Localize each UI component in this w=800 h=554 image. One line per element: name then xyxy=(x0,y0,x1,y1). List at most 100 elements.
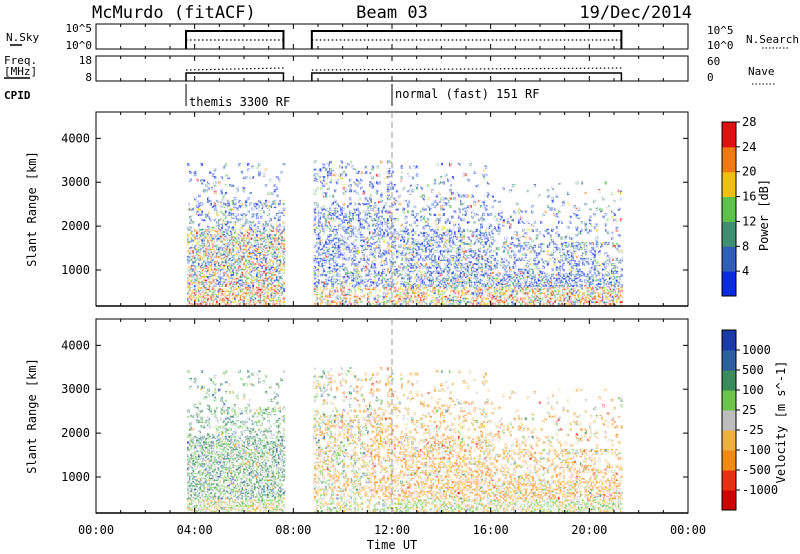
power-cell xyxy=(493,291,497,296)
power-cell xyxy=(269,302,272,306)
power-cell xyxy=(440,228,443,232)
power-cell xyxy=(471,215,474,219)
velocity-cell xyxy=(226,501,230,505)
power-cell xyxy=(466,249,470,253)
power-cell xyxy=(269,247,272,251)
power-cell xyxy=(380,220,383,224)
power-cell xyxy=(535,262,539,267)
power-cell xyxy=(446,281,450,285)
power-cell xyxy=(337,244,341,248)
power-cell xyxy=(462,228,466,232)
velocity-cell xyxy=(209,441,213,445)
velocity-cell xyxy=(222,446,226,450)
power-cell xyxy=(229,239,233,243)
power-cell xyxy=(568,220,572,224)
power-cell xyxy=(209,247,213,251)
power-cell xyxy=(477,228,481,232)
power-cell xyxy=(329,218,332,222)
power-cell xyxy=(189,239,193,243)
power-cell xyxy=(313,257,317,261)
power-cell xyxy=(326,212,330,217)
power-cell xyxy=(615,278,619,282)
power-cell xyxy=(273,276,277,280)
power-cell xyxy=(187,281,190,285)
power-cell xyxy=(262,262,266,267)
velocity-cell xyxy=(187,475,190,479)
power-cell xyxy=(446,268,450,272)
power-cell xyxy=(322,297,326,301)
power-cell xyxy=(413,268,417,272)
power-cell xyxy=(260,247,264,251)
power-cell xyxy=(455,260,459,264)
power-cell xyxy=(526,268,530,272)
power-cell xyxy=(508,215,512,219)
power-cell xyxy=(246,239,250,243)
power-cell xyxy=(231,199,235,203)
power-cell xyxy=(393,244,397,248)
power-cell xyxy=(226,231,230,235)
power-cell xyxy=(515,297,519,301)
power-cell xyxy=(542,278,546,282)
power-cell xyxy=(209,297,213,301)
power-cell xyxy=(313,223,317,227)
power-cell xyxy=(508,265,512,269)
power-cell xyxy=(446,199,450,203)
power-cell xyxy=(517,268,521,272)
power-cell xyxy=(555,289,559,293)
power-cell xyxy=(322,207,326,211)
power-cell xyxy=(331,202,335,206)
power-cell xyxy=(604,241,608,246)
power-cell xyxy=(389,249,392,253)
power-cell xyxy=(442,302,446,306)
power-cell xyxy=(391,226,395,230)
velocity-cell xyxy=(209,443,213,447)
power-cell xyxy=(386,241,390,246)
power-cell xyxy=(497,270,501,275)
velocity-cell xyxy=(209,475,213,479)
power-cell xyxy=(497,281,501,285)
power-cell xyxy=(480,234,483,238)
power-cell xyxy=(337,241,341,246)
power-cell xyxy=(262,223,266,227)
velocity-cell xyxy=(200,464,204,468)
power-cell xyxy=(582,302,585,306)
power-cell xyxy=(191,228,195,232)
power-cell xyxy=(588,218,592,222)
power-cell xyxy=(391,284,395,288)
power-cell xyxy=(262,226,266,230)
velocity-cell xyxy=(195,441,199,445)
power-cell xyxy=(477,249,481,253)
power-cell xyxy=(233,231,237,235)
power-cell xyxy=(222,220,226,224)
power-cell xyxy=(613,268,617,272)
power-cell xyxy=(482,218,486,222)
power-cell xyxy=(315,178,319,182)
power-cell xyxy=(473,289,477,293)
power-cell xyxy=(584,297,588,301)
power-cell xyxy=(357,215,361,219)
power-cell xyxy=(198,205,201,209)
power-cell xyxy=(240,281,244,285)
velocity-cell xyxy=(226,491,230,495)
power-cell xyxy=(269,268,272,272)
power-cell xyxy=(393,202,397,206)
power-cell xyxy=(373,234,377,238)
power-cell xyxy=(355,268,359,272)
power-cell xyxy=(322,191,326,196)
power-cell xyxy=(420,302,423,306)
power-cell xyxy=(435,273,439,277)
power-cell xyxy=(453,273,457,277)
power-cell xyxy=(240,268,244,272)
velocity-cell xyxy=(191,451,195,455)
power-cell xyxy=(211,294,215,298)
power-cell xyxy=(593,294,597,298)
power-cell xyxy=(226,247,230,251)
velocity-cell xyxy=(213,469,217,474)
power-cell xyxy=(484,284,488,288)
power-cell xyxy=(604,223,608,227)
power-cell xyxy=(262,228,266,232)
power-cell xyxy=(253,255,257,259)
power-cell xyxy=(389,297,392,301)
power-cell xyxy=(322,286,326,290)
power-cell xyxy=(440,299,443,303)
